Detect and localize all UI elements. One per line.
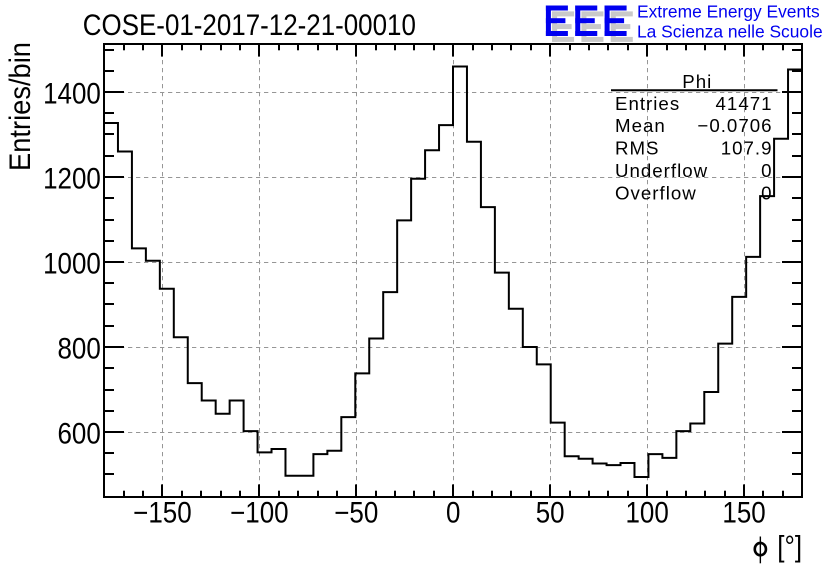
svg-text:0: 0 xyxy=(761,182,772,203)
svg-text:Phi: Phi xyxy=(682,71,712,92)
svg-text:800: 800 xyxy=(58,332,101,365)
svg-text:Extreme Energy Events: Extreme Energy Events xyxy=(637,1,820,21)
svg-text:Overflow: Overflow xyxy=(615,182,697,203)
svg-text:0: 0 xyxy=(761,160,772,181)
svg-text:−0.0706: −0.0706 xyxy=(697,115,772,136)
svg-text:100: 100 xyxy=(625,497,668,530)
svg-text:−150: −150 xyxy=(133,497,192,530)
svg-text:50: 50 xyxy=(536,497,565,530)
svg-text:RMS: RMS xyxy=(615,138,660,159)
svg-text:1200: 1200 xyxy=(43,162,101,195)
svg-text:107.9: 107.9 xyxy=(721,138,773,159)
svg-text:Underflow: Underflow xyxy=(615,160,708,181)
svg-text:Entries: Entries xyxy=(615,93,680,114)
svg-text:41471: 41471 xyxy=(716,93,773,114)
svg-text:150: 150 xyxy=(722,497,765,530)
svg-text:−50: −50 xyxy=(334,497,378,530)
svg-text:−100: −100 xyxy=(230,497,289,530)
svg-text:600: 600 xyxy=(58,417,101,450)
svg-text:Entries/bin: Entries/bin xyxy=(4,42,37,171)
svg-text:0: 0 xyxy=(446,497,460,530)
svg-text:1400: 1400 xyxy=(43,77,101,110)
svg-text:Mean: Mean xyxy=(615,115,666,136)
svg-text:1000: 1000 xyxy=(43,247,101,280)
svg-text:[°]: [°] xyxy=(777,531,802,564)
svg-text:La Scienza nelle Scuole: La Scienza nelle Scuole xyxy=(637,22,823,42)
svg-text:COSE-01-2017-12-21-00010: COSE-01-2017-12-21-00010 xyxy=(83,9,416,42)
